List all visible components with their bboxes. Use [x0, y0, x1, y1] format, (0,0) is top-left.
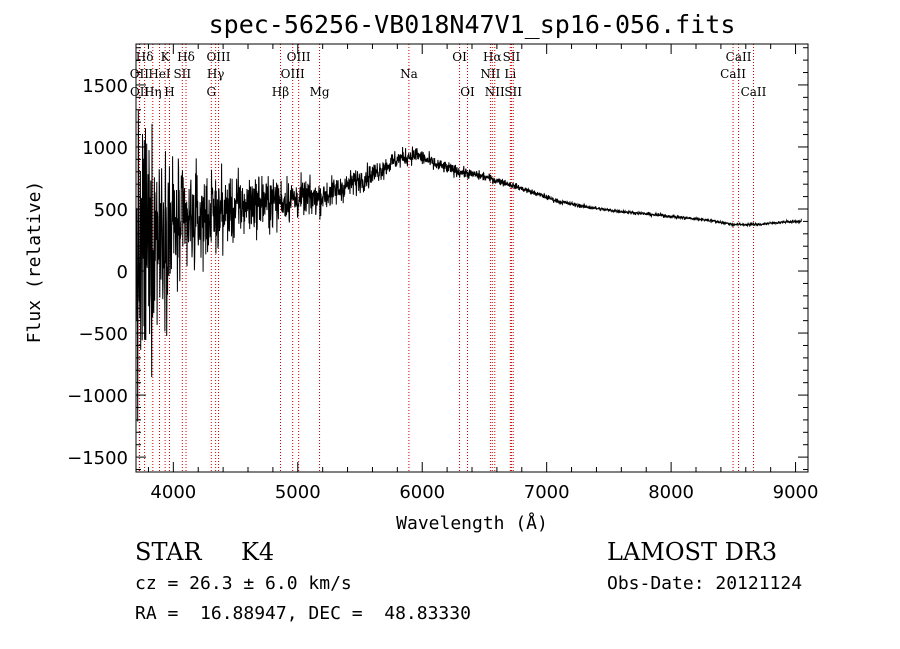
- spectral-line-label: OI: [452, 50, 467, 64]
- spectral-line-label: NII: [485, 85, 505, 99]
- y-tick-label: −1500: [67, 448, 128, 469]
- object-class: STAR: [135, 538, 202, 566]
- spectral-line-label: SII: [503, 50, 521, 64]
- spectral-line-label: OII: [130, 85, 150, 99]
- ra-dec-coordinates: RA = 16.88947, DEC = 48.83330: [135, 603, 471, 624]
- y-tick-label: −500: [79, 324, 128, 345]
- x-tick-label: 7000: [524, 482, 570, 503]
- spectral-line-label: Hδ: [136, 50, 154, 64]
- spectral-line-label: SII: [504, 85, 522, 99]
- x-tick-label: 6000: [399, 482, 445, 503]
- observation-date: Obs-Date: 20121124: [607, 573, 803, 594]
- spectral-line-label: OIII: [281, 67, 305, 81]
- spectral-line-label: OIII: [206, 50, 230, 64]
- y-tick-label: 1500: [82, 76, 128, 97]
- spectral-line-label: HeI: [148, 67, 171, 81]
- object-subclass: K4: [241, 538, 275, 566]
- spectral-line-label: G: [206, 85, 216, 99]
- spectral-line-label: OIII: [287, 50, 311, 64]
- spectral-line-label: SII: [173, 67, 191, 81]
- spectral-line-label: Li: [504, 67, 516, 81]
- y-tick-label: 0: [117, 262, 128, 283]
- spectral-line-label: H: [164, 85, 174, 99]
- plot-frame: [135, 43, 809, 473]
- spectral-line-label: CaII: [741, 85, 767, 99]
- x-tick-label: 5000: [275, 482, 321, 503]
- x-tick-label: 8000: [648, 482, 694, 503]
- x-axis-label: Wavelength (Å): [396, 512, 548, 534]
- chart-title: spec-56256-VB018N47V1_sp16-056.fits: [209, 10, 736, 39]
- spectral-line-label: Hα: [483, 50, 502, 64]
- x-tick-label: 9000: [773, 482, 819, 503]
- x-axis: 4000 5000 6000 7000 8000 9000: [147, 44, 819, 503]
- spectral-line-label: CaII: [720, 67, 746, 81]
- y-tick-label: 500: [94, 200, 128, 221]
- spectral-line-label: OI: [460, 85, 475, 99]
- y-axis: −1500 −1000 −500 0 500 1000 1500: [67, 47, 808, 471]
- spectral-line-label: Na: [400, 67, 418, 81]
- spectral-line-label: Mg: [310, 85, 330, 99]
- survey-name: LAMOST DR3: [607, 538, 778, 566]
- y-axis-label: Flux (relative): [24, 181, 45, 344]
- y-tick-label: −1000: [67, 386, 128, 407]
- spectral-line-label: Hβ: [272, 85, 289, 99]
- redshift-velocity: cz = 26.3 ± 6.0 km/s: [135, 573, 352, 594]
- y-tick-label: 1000: [82, 138, 128, 159]
- spectral-line-label: Hγ: [207, 67, 225, 81]
- spectral-line-label: Hη: [144, 85, 162, 99]
- x-tick-label: 4000: [150, 482, 196, 503]
- spectral-line-label: Hδ: [177, 50, 195, 64]
- spectral-line-label: CaII: [726, 50, 752, 64]
- spectral-line-label: K: [161, 50, 171, 64]
- spectrum-line: [136, 110, 803, 422]
- spectral-line-label: NII: [480, 67, 500, 81]
